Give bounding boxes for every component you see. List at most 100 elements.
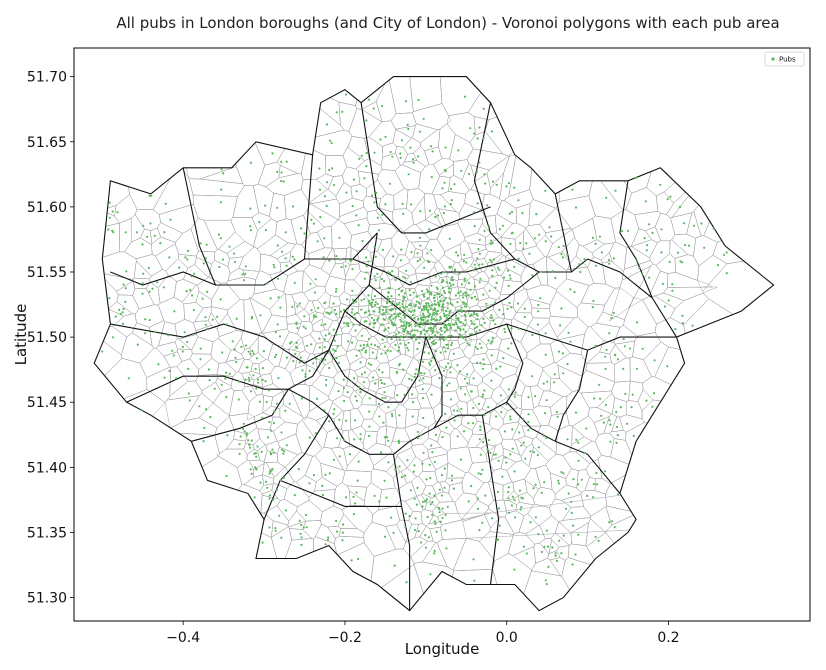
pub-point bbox=[440, 494, 443, 497]
voronoi-cell bbox=[467, 242, 488, 254]
pub-point bbox=[368, 98, 371, 101]
pub-point bbox=[270, 429, 273, 432]
voronoi-cell bbox=[293, 300, 305, 315]
pub-point bbox=[403, 393, 406, 396]
pub-point bbox=[567, 331, 570, 334]
pub-point bbox=[351, 268, 354, 271]
pub-point bbox=[384, 135, 387, 138]
pub-point bbox=[442, 211, 445, 215]
pub-point bbox=[266, 436, 270, 439]
pub-point bbox=[494, 286, 497, 289]
pub-point bbox=[151, 287, 154, 290]
pub-point bbox=[339, 310, 342, 313]
pub-point bbox=[495, 415, 498, 418]
pub-point bbox=[616, 358, 620, 361]
pub-point bbox=[461, 301, 464, 304]
pub-point bbox=[405, 335, 408, 338]
pub-point bbox=[359, 344, 362, 347]
voronoi-cell bbox=[667, 272, 713, 288]
pub-point bbox=[644, 200, 647, 203]
pub-point bbox=[244, 378, 247, 381]
voronoi-cell bbox=[253, 462, 265, 478]
pub-point bbox=[409, 333, 412, 336]
voronoi-cell bbox=[492, 553, 532, 611]
borough-boundary bbox=[279, 479, 402, 507]
pub-point bbox=[436, 331, 439, 334]
voronoi-cell bbox=[360, 286, 373, 302]
pub-point bbox=[396, 394, 399, 397]
voronoi-cell bbox=[225, 349, 245, 362]
voronoi-cell bbox=[528, 199, 557, 226]
pub-point bbox=[292, 360, 295, 363]
pub-point bbox=[473, 327, 476, 330]
pub-point bbox=[448, 314, 451, 317]
pub-point bbox=[506, 326, 510, 329]
pub-point bbox=[534, 395, 537, 398]
pub-point bbox=[412, 470, 415, 473]
voronoi-cell bbox=[342, 260, 351, 278]
pub-point bbox=[148, 319, 151, 322]
pub-point bbox=[342, 387, 345, 390]
voronoi-cell bbox=[262, 328, 290, 347]
pub-point bbox=[416, 324, 419, 327]
pub-point bbox=[433, 494, 436, 497]
pub-point bbox=[684, 244, 687, 247]
pub-point bbox=[368, 314, 371, 317]
pub-point bbox=[455, 317, 458, 320]
voronoi-cell bbox=[152, 154, 194, 215]
pub-point bbox=[326, 538, 329, 541]
pub-point bbox=[562, 372, 565, 375]
pub-point bbox=[566, 363, 569, 366]
pub-point bbox=[483, 173, 486, 176]
pub-point bbox=[225, 323, 228, 326]
pub-point bbox=[321, 484, 324, 487]
pub-point bbox=[422, 377, 425, 380]
voronoi-cell bbox=[703, 76, 774, 243]
pub-point bbox=[472, 377, 475, 380]
pub-point bbox=[448, 312, 451, 315]
pub-point bbox=[362, 343, 366, 347]
pub-point bbox=[616, 434, 620, 437]
pub-point bbox=[474, 346, 477, 349]
pub-point bbox=[425, 306, 428, 309]
voronoi-cell bbox=[464, 189, 485, 211]
pub-point bbox=[274, 356, 277, 359]
pub-point bbox=[114, 315, 117, 318]
pub-point bbox=[446, 347, 449, 350]
pub-point bbox=[475, 330, 478, 333]
voronoi-cell bbox=[353, 366, 372, 378]
pub-point bbox=[380, 352, 383, 355]
borough-boundary bbox=[126, 375, 330, 416]
pub-point bbox=[470, 322, 474, 325]
pub-point bbox=[722, 253, 726, 256]
voronoi-cell bbox=[209, 76, 266, 186]
voronoi-cell bbox=[420, 128, 441, 152]
pub-point bbox=[421, 462, 424, 465]
voronoi-cell bbox=[385, 462, 401, 479]
pub-point bbox=[560, 307, 563, 310]
pub-point bbox=[571, 563, 574, 566]
voronoi-cell bbox=[404, 408, 420, 428]
pub-point bbox=[440, 294, 443, 297]
pub-point bbox=[439, 300, 442, 303]
pub-point bbox=[432, 327, 435, 330]
pub-point bbox=[514, 516, 517, 519]
pub-point bbox=[641, 272, 644, 275]
pub-point bbox=[612, 257, 616, 260]
pub-point bbox=[148, 290, 151, 293]
pub-point bbox=[282, 450, 285, 453]
pub-point bbox=[501, 224, 505, 227]
pub-point bbox=[445, 426, 448, 429]
pub-point bbox=[465, 261, 468, 264]
pub-point bbox=[490, 261, 493, 264]
pub-point bbox=[479, 453, 482, 456]
pub-point bbox=[111, 336, 115, 339]
pub-point bbox=[402, 314, 405, 317]
pub-point bbox=[413, 329, 416, 332]
voronoi-cell bbox=[359, 316, 372, 330]
pub-point bbox=[423, 372, 426, 375]
x-tick-label: 0.0 bbox=[496, 630, 518, 646]
pub-point bbox=[479, 361, 482, 364]
pub-point bbox=[384, 535, 387, 538]
voronoi-cell bbox=[94, 522, 281, 611]
